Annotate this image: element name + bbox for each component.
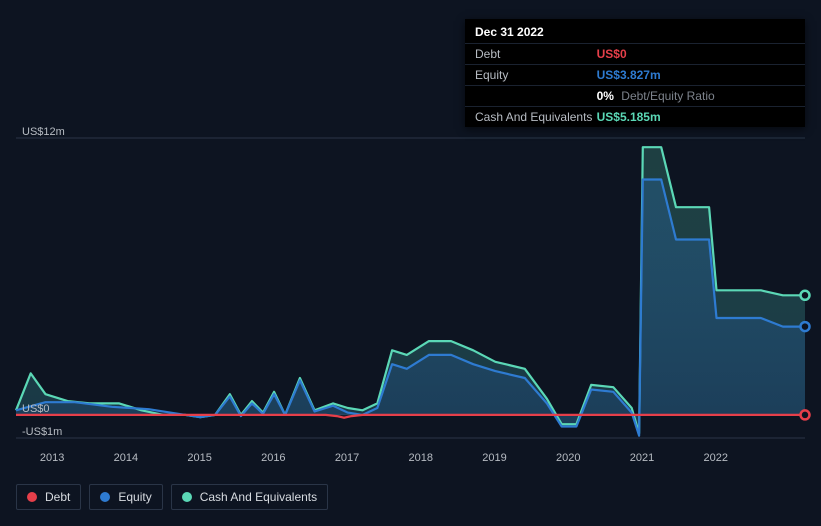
chart-legend: Debt Equity Cash And Equivalents [16,484,328,510]
legend-item[interactable]: Debt [16,484,81,510]
x-axis-label: 2020 [556,452,580,464]
tooltip-row-label [475,89,597,103]
x-axis-label: 2016 [261,452,285,464]
tooltip-row-label: Debt [475,47,597,61]
x-axis-label: 2014 [114,452,138,464]
legend-swatch [100,492,110,502]
tooltip-row-suffix: Debt/Equity Ratio [618,89,715,103]
legend-label: Cash And Equivalents [200,490,317,504]
y-axis-label: -US$1m [22,426,62,438]
tooltip-row-label: Equity [475,68,597,82]
x-axis-label: 2021 [630,452,654,464]
tooltip-row: Cash And EquivalentsUS$5.185m [465,106,805,127]
legend-item[interactable]: Equity [89,484,162,510]
x-axis-label: 2019 [482,452,506,464]
legend-item[interactable]: Cash And Equivalents [171,484,328,510]
tooltip-row-value: US$5.185m [597,110,795,124]
legend-label: Debt [45,490,70,504]
chart-tooltip: Dec 31 2022DebtUS$0EquityUS$3.827m0% Deb… [465,19,805,127]
tooltip-row-value: US$3.827m [597,68,795,82]
legend-swatch [182,492,192,502]
end-marker [801,322,810,331]
y-axis-label: US$0 [22,403,50,415]
x-axis-label: 2018 [409,452,433,464]
x-axis-label: 2017 [335,452,359,464]
legend-label: Equity [118,490,151,504]
end-marker [801,410,810,419]
tooltip-row: 0% Debt/Equity Ratio [465,85,805,106]
legend-swatch [27,492,37,502]
y-axis-label: US$12m [22,126,65,138]
tooltip-row-label: Cash And Equivalents [475,110,597,124]
x-axis-label: 2015 [187,452,211,464]
end-marker [801,291,810,300]
x-axis-label: 2013 [40,452,64,464]
tooltip-row-value: 0% Debt/Equity Ratio [597,89,795,103]
x-axis-label: 2022 [704,452,728,464]
tooltip-title: Dec 31 2022 [465,19,805,43]
tooltip-row-value: US$0 [597,47,795,61]
tooltip-row: EquityUS$3.827m [465,64,805,85]
tooltip-row: DebtUS$0 [465,43,805,64]
debt-line [16,415,805,418]
